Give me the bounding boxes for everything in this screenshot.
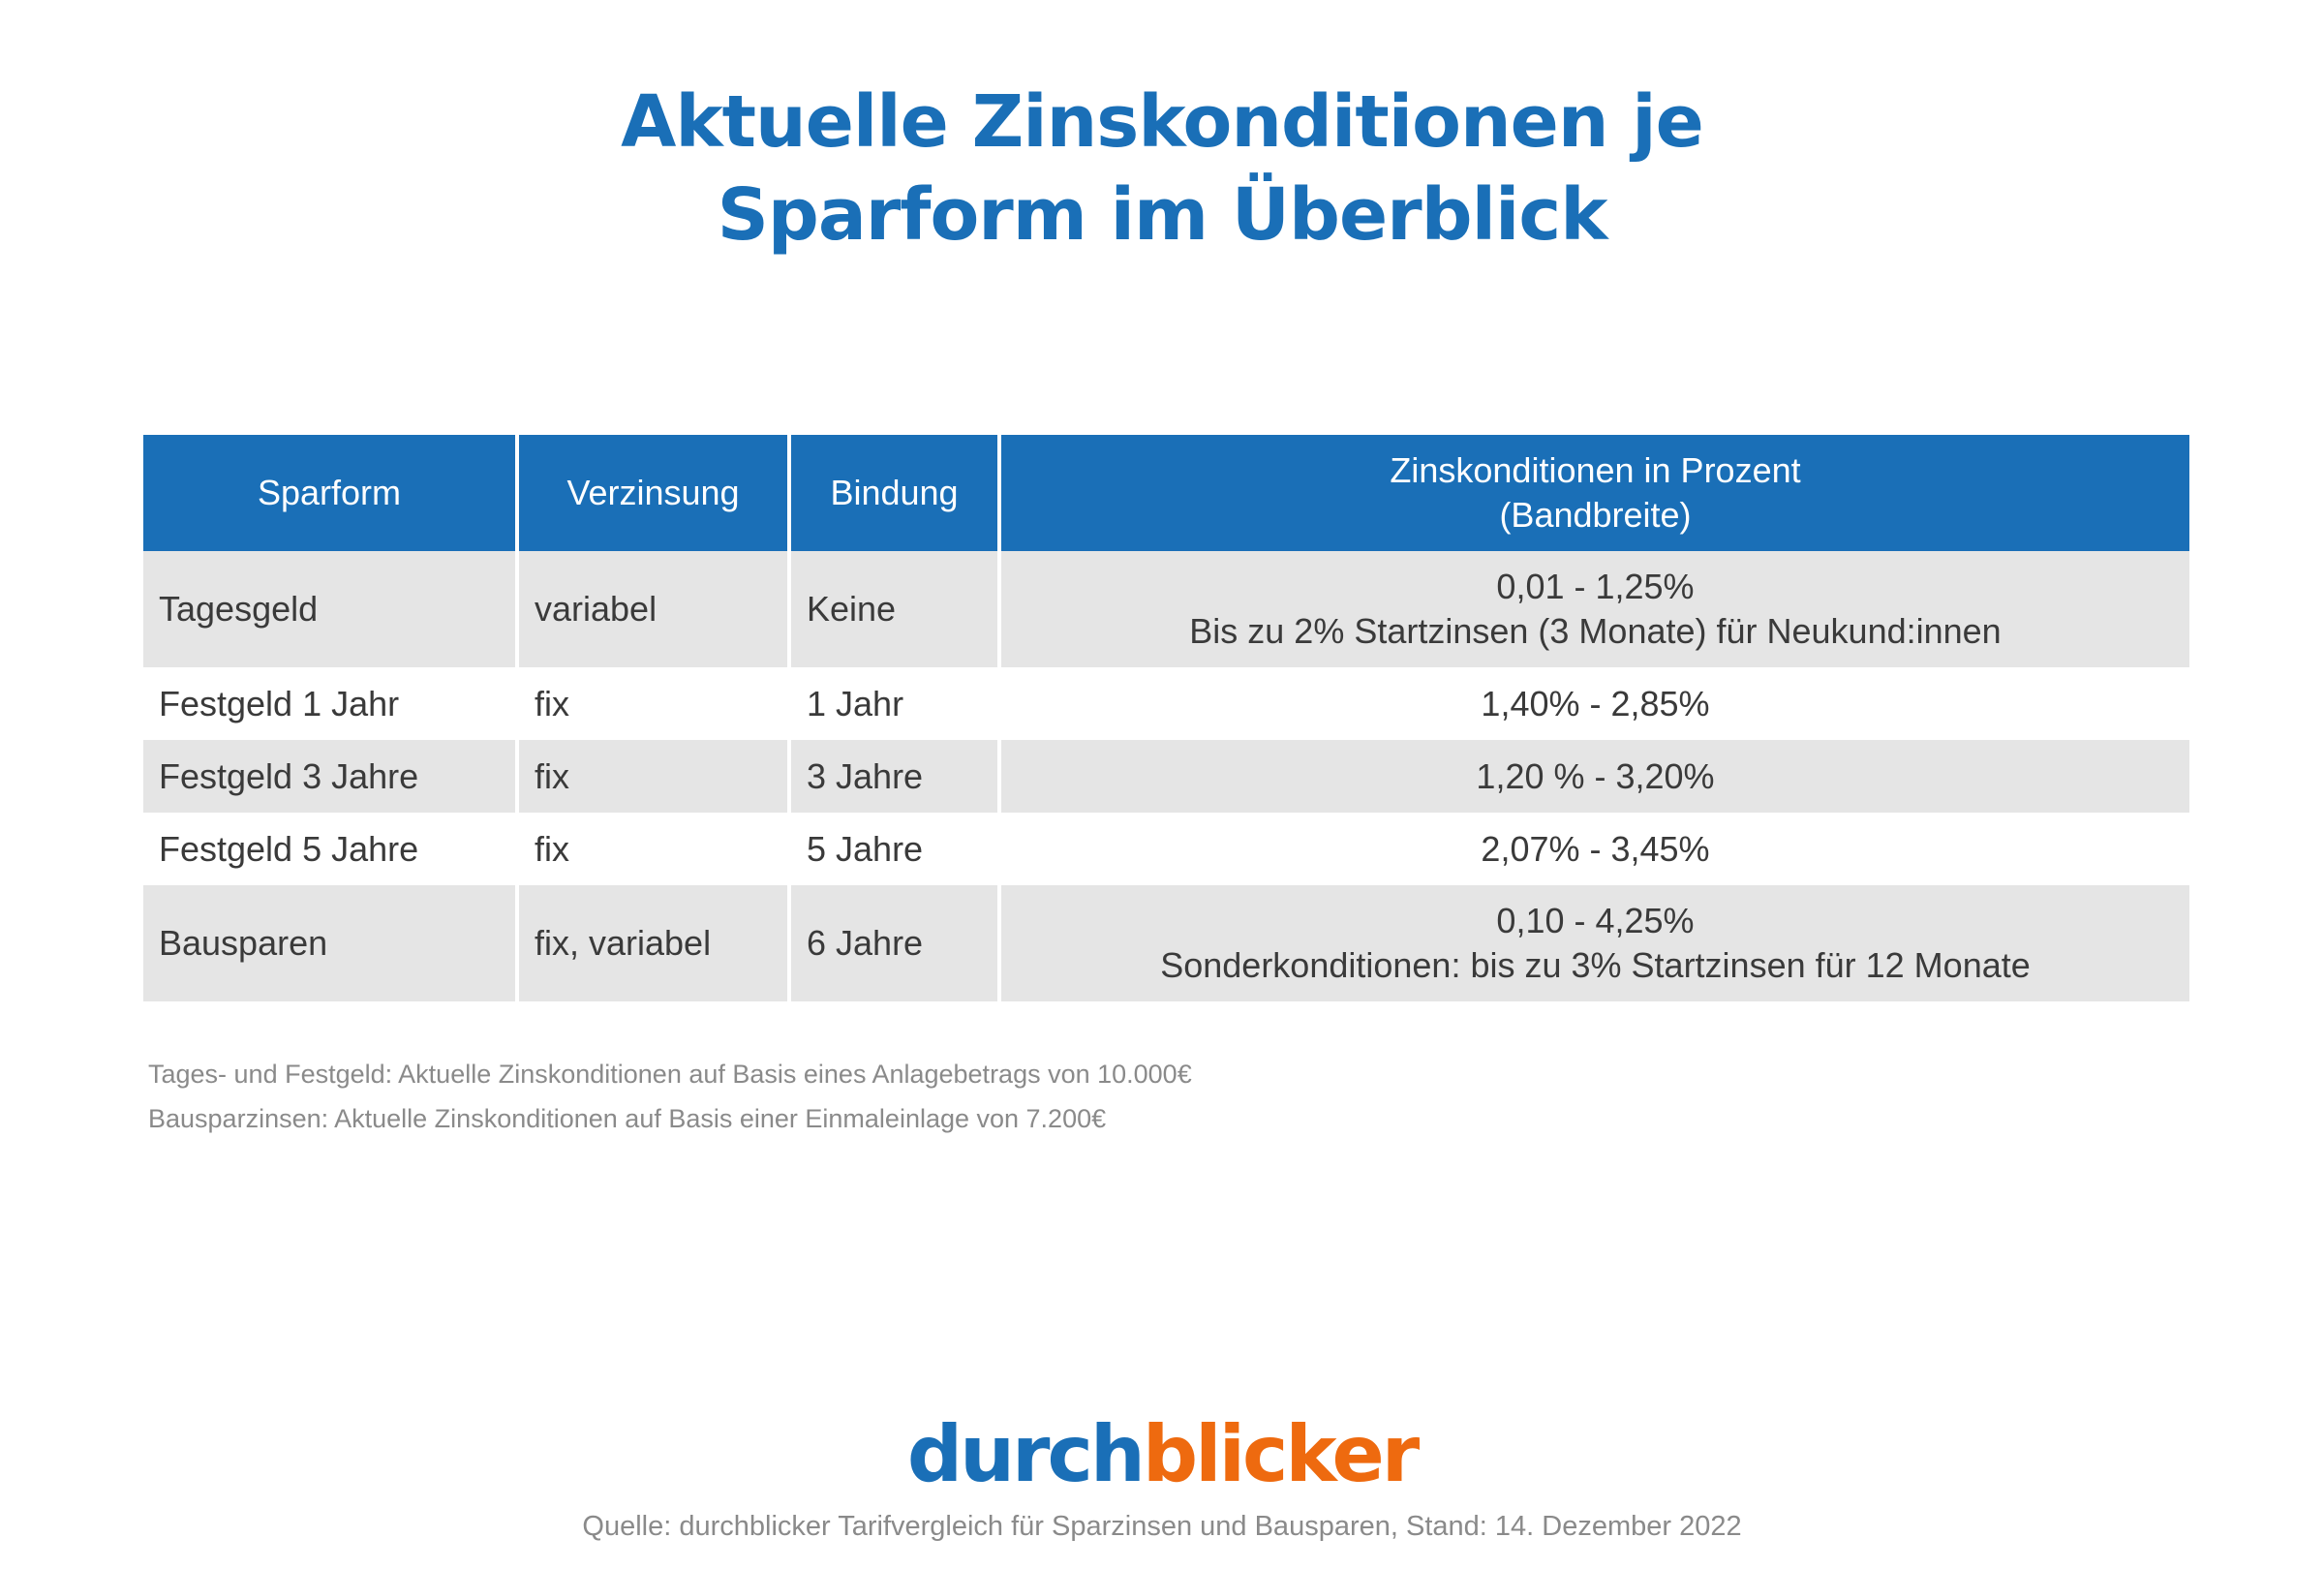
cell-bindung: 3 Jahre — [787, 740, 1001, 813]
cell-zins: 0,10 - 4,25% Sonderkonditionen: bis zu 3%… — [997, 885, 2189, 1001]
footnote: Tages- und Festgeld: Aktuelle Zinskondit… — [148, 1060, 1192, 1089]
table-header-row: Sparform Verzinsung Bindung Zinskonditio… — [143, 435, 2189, 551]
source-note: Quelle: durchblicker Tarifvergleich für … — [582, 1511, 1742, 1542]
cell-sparform: Tagesgeld — [143, 551, 519, 667]
cell-sparform: Bausparen — [143, 885, 519, 1001]
header-zins-line1: Zinskonditionen in Prozent — [1390, 450, 1801, 490]
cell-verzinsung: fix — [515, 740, 791, 813]
zins-note: Bis zu 2% Startzinsen (3 Monate) für Neu… — [1189, 611, 2002, 651]
table-row: Bausparen fix, variabel 6 Jahre 0,10 - 4… — [143, 885, 2189, 1001]
cell-zins: 2,07% - 3,45% — [997, 813, 2189, 885]
cell-bindung: 6 Jahre — [787, 885, 1001, 1001]
logo-part-orange: blicker — [1142, 1409, 1420, 1499]
title-line-1: Aktuelle Zinskonditionen je — [621, 80, 1704, 164]
table-row: Tagesgeld variabel Keine 0,01 - 1,25% Bis… — [143, 551, 2189, 667]
cell-sparform: Festgeld 3 Jahre — [143, 740, 519, 813]
footnote: Bausparzinsen: Aktuelle Zinskonditionen … — [148, 1104, 1107, 1133]
cell-zins: 1,40% - 2,85% — [997, 667, 2189, 740]
page-title: Aktuelle Zinskonditionen je Sparform im … — [0, 76, 2324, 262]
header-zinskonditionen: Zinskonditionen in Prozent (Bandbreite) — [997, 435, 2189, 551]
interest-table: Sparform Verzinsung Bindung Zinskonditio… — [143, 435, 2189, 1001]
table-row: Festgeld 3 Jahre fix 3 Jahre 1,20 % - 3,… — [143, 740, 2189, 813]
cell-bindung: Keine — [787, 551, 1001, 667]
cell-verzinsung: fix, variabel — [515, 885, 791, 1001]
cell-verzinsung: fix — [515, 813, 791, 885]
footnotes: Tages- und Festgeld: Aktuelle Zinskondit… — [148, 1052, 1192, 1141]
zins-range: 0,01 - 1,25% — [1496, 567, 1695, 606]
cell-verzinsung: variabel — [515, 551, 791, 667]
table-row: Festgeld 1 Jahr fix 1 Jahr 1,40% - 2,85% — [143, 667, 2189, 740]
cell-zins: 0,01 - 1,25% Bis zu 2% Startzinsen (3 Mon… — [997, 551, 2189, 667]
cell-verzinsung: fix — [515, 667, 791, 740]
cell-bindung: 1 Jahr — [787, 667, 1001, 740]
header-sparform: Sparform — [143, 435, 519, 551]
zins-range: 0,10 - 4,25% — [1496, 901, 1695, 940]
durchblicker-logo: durchblicker — [0, 1409, 2324, 1499]
header-verzinsung: Verzinsung — [515, 435, 791, 551]
cell-bindung: 5 Jahre — [787, 813, 1001, 885]
logo-part-blue: durch — [906, 1409, 1146, 1499]
zins-note: Sonderkonditionen: bis zu 3% Startzinsen… — [1160, 945, 2031, 985]
header-bindung: Bindung — [787, 435, 1001, 551]
header-zins-line2: (Bandbreite) — [1499, 495, 1692, 535]
cell-sparform: Festgeld 1 Jahr — [143, 667, 519, 740]
cell-zins: 1,20 % - 3,20% — [997, 740, 2189, 813]
table-row: Festgeld 5 Jahre fix 5 Jahre 2,07% - 3,4… — [143, 813, 2189, 885]
cell-sparform: Festgeld 5 Jahre — [143, 813, 519, 885]
title-line-2: Sparform im Überblick — [717, 173, 1608, 257]
